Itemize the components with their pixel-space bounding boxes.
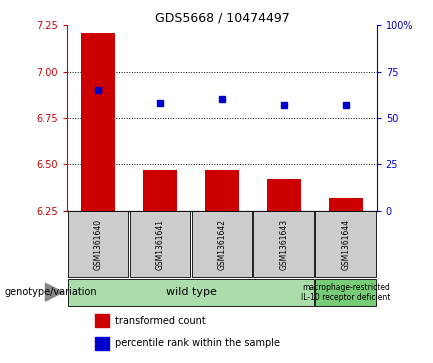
- Bar: [253, 211, 314, 277]
- Text: GSM1361641: GSM1361641: [155, 219, 165, 270]
- Polygon shape: [45, 283, 63, 301]
- Text: genotype/variation: genotype/variation: [4, 287, 97, 297]
- Bar: [315, 278, 376, 306]
- Text: GSM1361644: GSM1361644: [341, 219, 350, 270]
- Bar: [68, 211, 129, 277]
- Bar: [191, 211, 252, 277]
- Text: GSM1361643: GSM1361643: [279, 219, 288, 270]
- Text: transformed count: transformed count: [115, 316, 205, 326]
- Bar: [315, 211, 376, 277]
- Text: macrophage-restricted
IL-10 receptor deficient: macrophage-restricted IL-10 receptor def…: [301, 282, 391, 302]
- Bar: [81, 33, 115, 211]
- Bar: [267, 179, 301, 211]
- Text: percentile rank within the sample: percentile rank within the sample: [115, 338, 280, 348]
- Bar: [205, 170, 239, 211]
- Bar: [94, 337, 109, 350]
- Bar: [94, 314, 109, 327]
- Text: GSM1361640: GSM1361640: [94, 219, 103, 270]
- Bar: [329, 197, 363, 211]
- Title: GDS5668 / 10474497: GDS5668 / 10474497: [155, 11, 289, 24]
- Bar: [68, 278, 314, 306]
- Text: GSM1361642: GSM1361642: [217, 219, 226, 270]
- Bar: [129, 211, 191, 277]
- Text: wild type: wild type: [165, 287, 216, 297]
- Bar: [143, 170, 177, 211]
